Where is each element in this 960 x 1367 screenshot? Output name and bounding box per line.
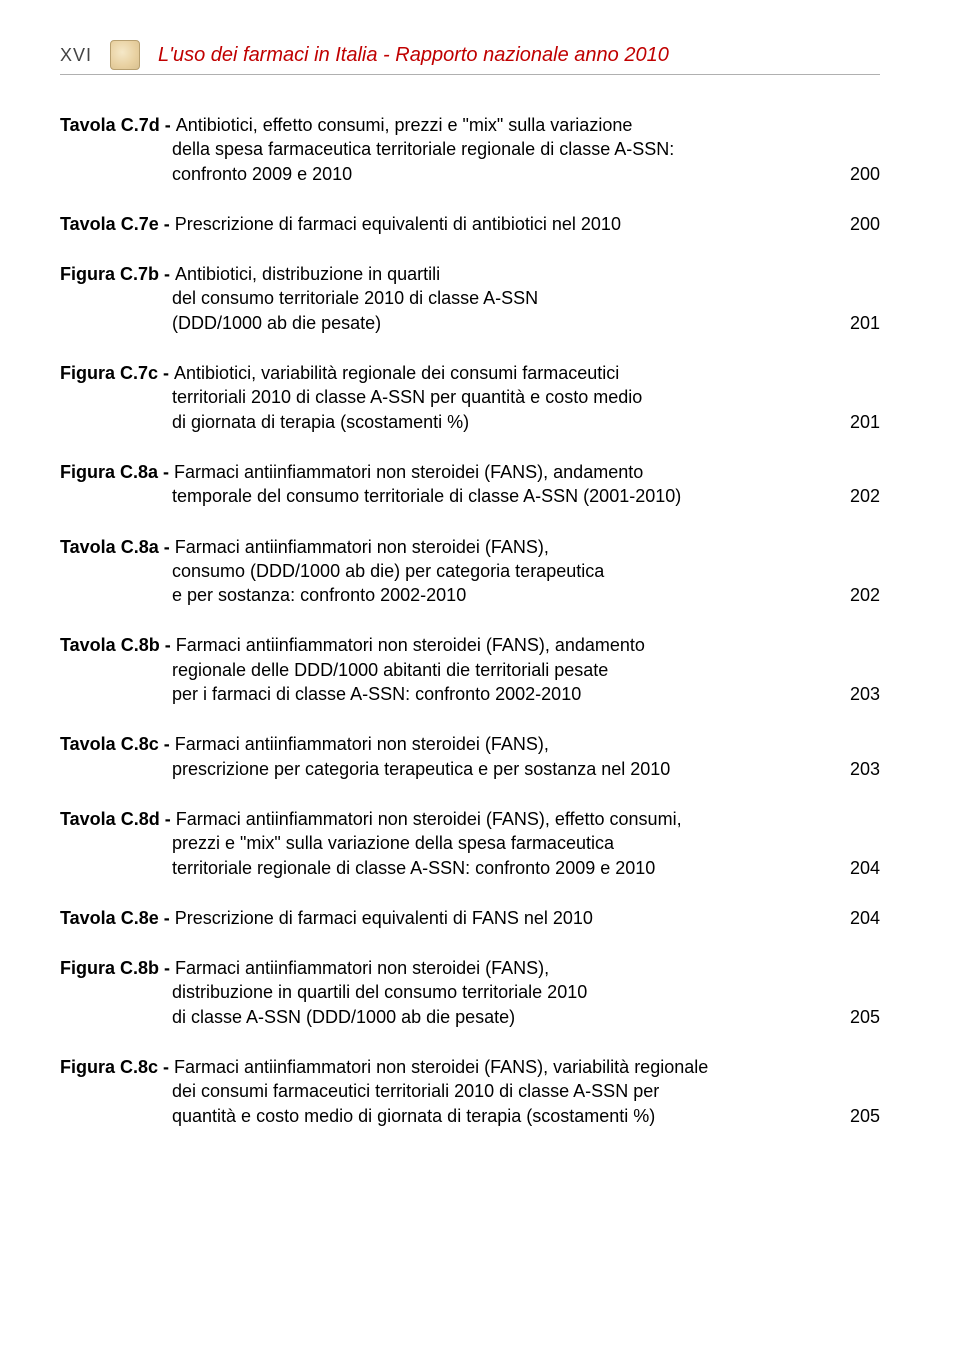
toc-entry-text: Tavola C.8b - Farmaci antiinfiammatori n… bbox=[60, 633, 840, 706]
toc-entry-page: 205 bbox=[840, 1104, 880, 1128]
toc-entry-label: Figura C.7c - bbox=[60, 363, 174, 383]
toc-entry-first-line: Tavola C.8c - Farmaci antiinfiammatori n… bbox=[60, 732, 810, 756]
toc-entry-desc-line: di classe A-SSN (DDD/1000 ab die pesate) bbox=[60, 1005, 810, 1029]
toc-entry-desc-line: della spesa farmaceutica territoriale re… bbox=[60, 137, 810, 161]
toc-entry-desc-line: confronto 2009 e 2010 bbox=[60, 162, 810, 186]
toc-entry: Tavola C.8c - Farmaci antiinfiammatori n… bbox=[60, 732, 880, 781]
toc-entry-text: Tavola C.7e - Prescrizione di farmaci eq… bbox=[60, 212, 840, 236]
toc-entry: Tavola C.8d - Farmaci antiinfiammatori n… bbox=[60, 807, 880, 880]
toc-entry: Figura C.7c - Antibiotici, variabilità r… bbox=[60, 361, 880, 434]
toc-entry-desc-line: regionale delle DDD/1000 abitanti die te… bbox=[60, 658, 810, 682]
toc-entry-first-line: Tavola C.8d - Farmaci antiinfiammatori n… bbox=[60, 807, 810, 831]
toc-entry-desc-line: (DDD/1000 ab die pesate) bbox=[60, 311, 810, 335]
toc-entry-page: 200 bbox=[840, 212, 880, 236]
toc-entry-desc: Farmaci antiinfiammatori non steroidei (… bbox=[176, 635, 645, 655]
toc-entries: Tavola C.7d - Antibiotici, effetto consu… bbox=[60, 113, 880, 1128]
header-logo-icon bbox=[110, 40, 140, 70]
toc-entry-page: 202 bbox=[840, 583, 880, 607]
toc-entry-first-line: Tavola C.7e - Prescrizione di farmaci eq… bbox=[60, 212, 810, 236]
toc-entry-desc: Antibiotici, distribuzione in quartili bbox=[175, 264, 440, 284]
toc-entry-desc-line: di giornata di terapia (scostamenti %) bbox=[60, 410, 810, 434]
toc-entry-desc-line: per i farmaci di classe A-SSN: confronto… bbox=[60, 682, 810, 706]
toc-entry-label: Tavola C.8d - bbox=[60, 809, 176, 829]
toc-entry-text: Figura C.7c - Antibiotici, variabilità r… bbox=[60, 361, 840, 434]
toc-entry: Tavola C.8e - Prescrizione di farmaci eq… bbox=[60, 906, 880, 930]
toc-entry-label: Tavola C.8a - bbox=[60, 537, 175, 557]
toc-entry-text: Figura C.7b - Antibiotici, distribuzione… bbox=[60, 262, 840, 335]
toc-entry: Figura C.7b - Antibiotici, distribuzione… bbox=[60, 262, 880, 335]
toc-entry-desc-line: distribuzione in quartili del consumo te… bbox=[60, 980, 810, 1004]
toc-entry-first-line: Figura C.7c - Antibiotici, variabilità r… bbox=[60, 361, 810, 385]
toc-entry-page: 201 bbox=[840, 410, 880, 434]
toc-entry-desc: Prescrizione di farmaci equivalenti di a… bbox=[175, 214, 621, 234]
toc-entry-label: Figura C.8c - bbox=[60, 1057, 174, 1077]
toc-entry: Tavola C.7d - Antibiotici, effetto consu… bbox=[60, 113, 880, 186]
toc-entry-page: 203 bbox=[840, 682, 880, 706]
toc-entry-page: 203 bbox=[840, 757, 880, 781]
toc-entry-desc: Farmaci antiinfiammatori non steroidei (… bbox=[175, 734, 549, 754]
toc-entry-text: Figura C.8b - Farmaci antiinfiammatori n… bbox=[60, 956, 840, 1029]
toc-entry-desc-line: dei consumi farmaceutici territoriali 20… bbox=[60, 1079, 810, 1103]
toc-entry-first-line: Figura C.8b - Farmaci antiinfiammatori n… bbox=[60, 956, 810, 980]
toc-entry-label: Tavola C.8c - bbox=[60, 734, 175, 754]
toc-entry-page: 205 bbox=[840, 1005, 880, 1029]
toc-entry-desc: Farmaci antiinfiammatori non steroidei (… bbox=[174, 1057, 708, 1077]
toc-entry-desc: Prescrizione di farmaci equivalenti di F… bbox=[175, 908, 593, 928]
toc-entry-label: Tavola C.7d - bbox=[60, 115, 176, 135]
page-header: XVI L'uso dei farmaci in Italia - Rappor… bbox=[60, 40, 880, 75]
toc-entry-page: 204 bbox=[840, 856, 880, 880]
toc-entry-desc-line: territoriali 2010 di classe A-SSN per qu… bbox=[60, 385, 810, 409]
toc-entry-label: Figura C.7b - bbox=[60, 264, 175, 284]
toc-entry-first-line: Tavola C.8b - Farmaci antiinfiammatori n… bbox=[60, 633, 810, 657]
toc-entry-first-line: Tavola C.8e - Prescrizione di farmaci eq… bbox=[60, 906, 810, 930]
toc-entry-page: 200 bbox=[840, 162, 880, 186]
toc-entry-desc: Farmaci antiinfiammatori non steroidei (… bbox=[175, 958, 549, 978]
toc-entry-first-line: Figura C.7b - Antibiotici, distribuzione… bbox=[60, 262, 810, 286]
toc-entry-text: Figura C.8c - Farmaci antiinfiammatori n… bbox=[60, 1055, 840, 1128]
toc-entry: Figura C.8b - Farmaci antiinfiammatori n… bbox=[60, 956, 880, 1029]
toc-entry-text: Tavola C.8e - Prescrizione di farmaci eq… bbox=[60, 906, 840, 930]
toc-entry-desc-line: territoriale regionale di classe A-SSN: … bbox=[60, 856, 810, 880]
toc-entry-page: 201 bbox=[840, 311, 880, 335]
toc-entry-text: Tavola C.7d - Antibiotici, effetto consu… bbox=[60, 113, 840, 186]
toc-entry-label: Figura C.8b - bbox=[60, 958, 175, 978]
toc-entry-desc-line: prezzi e "mix" sulla variazione della sp… bbox=[60, 831, 810, 855]
toc-entry-first-line: Figura C.8c - Farmaci antiinfiammatori n… bbox=[60, 1055, 810, 1079]
toc-entry-text: Figura C.8a - Farmaci antiinfiammatori n… bbox=[60, 460, 840, 509]
document-title: L'uso dei farmaci in Italia - Rapporto n… bbox=[158, 44, 669, 67]
toc-entry: Tavola C.8b - Farmaci antiinfiammatori n… bbox=[60, 633, 880, 706]
toc-entry-label: Tavola C.8e - bbox=[60, 908, 175, 928]
page-number: XVI bbox=[60, 45, 92, 66]
toc-entry-first-line: Tavola C.8a - Farmaci antiinfiammatori n… bbox=[60, 535, 810, 559]
toc-entry-desc-line: quantità e costo medio di giornata di te… bbox=[60, 1104, 810, 1128]
toc-entry: Figura C.8a - Farmaci antiinfiammatori n… bbox=[60, 460, 880, 509]
toc-entry: Figura C.8c - Farmaci antiinfiammatori n… bbox=[60, 1055, 880, 1128]
toc-entry-label: Tavola C.7e - bbox=[60, 214, 175, 234]
toc-entry-desc-line: temporale del consumo territoriale di cl… bbox=[60, 484, 810, 508]
toc-entry-desc: Farmaci antiinfiammatori non steroidei (… bbox=[174, 462, 643, 482]
toc-entry-desc: Antibiotici, variabilità regionale dei c… bbox=[174, 363, 619, 383]
toc-entry-desc: Antibiotici, effetto consumi, prezzi e "… bbox=[176, 115, 633, 135]
toc-entry-desc-line: prescrizione per categoria terapeutica e… bbox=[60, 757, 810, 781]
toc-entry-first-line: Tavola C.7d - Antibiotici, effetto consu… bbox=[60, 113, 810, 137]
toc-entry-desc: Farmaci antiinfiammatori non steroidei (… bbox=[175, 537, 549, 557]
toc-entry: Tavola C.8a - Farmaci antiinfiammatori n… bbox=[60, 535, 880, 608]
toc-entry-desc: Farmaci antiinfiammatori non steroidei (… bbox=[176, 809, 682, 829]
toc-entry-desc-line: e per sostanza: confronto 2002-2010 bbox=[60, 583, 810, 607]
toc-entry-desc-line: consumo (DDD/1000 ab die) per categoria … bbox=[60, 559, 810, 583]
toc-entry-page: 204 bbox=[840, 906, 880, 930]
toc-entry-text: Tavola C.8c - Farmaci antiinfiammatori n… bbox=[60, 732, 840, 781]
toc-entry-label: Figura C.8a - bbox=[60, 462, 174, 482]
toc-entry-text: Tavola C.8a - Farmaci antiinfiammatori n… bbox=[60, 535, 840, 608]
toc-entry-first-line: Figura C.8a - Farmaci antiinfiammatori n… bbox=[60, 460, 810, 484]
toc-entry-page: 202 bbox=[840, 484, 880, 508]
document-page: XVI L'uso dei farmaci in Italia - Rappor… bbox=[0, 0, 960, 1214]
toc-entry: Tavola C.7e - Prescrizione di farmaci eq… bbox=[60, 212, 880, 236]
toc-entry-text: Tavola C.8d - Farmaci antiinfiammatori n… bbox=[60, 807, 840, 880]
toc-entry-label: Tavola C.8b - bbox=[60, 635, 176, 655]
toc-entry-desc-line: del consumo territoriale 2010 di classe … bbox=[60, 286, 810, 310]
